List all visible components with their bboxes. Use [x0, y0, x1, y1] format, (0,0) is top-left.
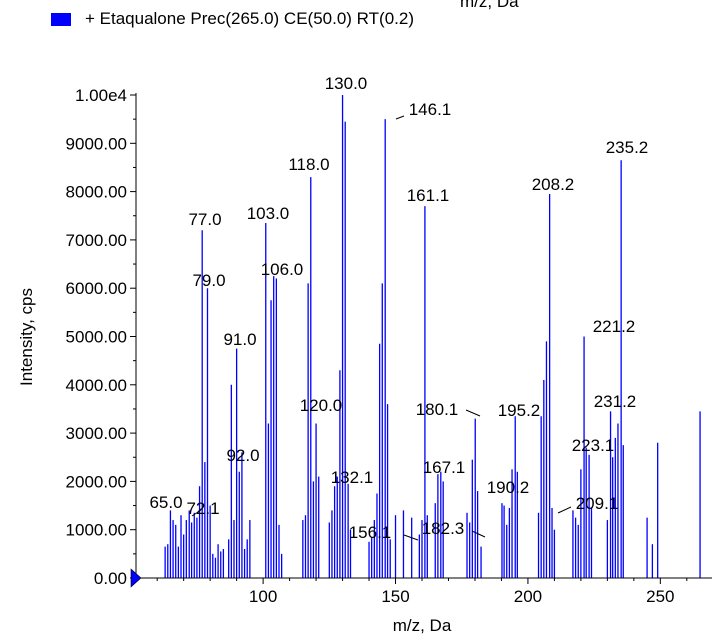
peak-label: 231.2	[594, 392, 637, 411]
peak-label: 167.1	[423, 458, 466, 477]
peak-label: 190.2	[487, 478, 530, 497]
y-tick-label: 8000.00	[66, 183, 127, 202]
header-axis-label: m/z, Da	[460, 0, 519, 11]
peak-label: 208.2	[532, 175, 575, 194]
peak-label: 103.0	[247, 204, 290, 223]
peak-labels-group: 65.0 72.1 77.0 79.0 91.0 92.0 103.0 106.0 118.0 1…	[149, 74, 648, 542]
x-tick-label: 250	[646, 587, 674, 606]
peak-label: 118.0	[288, 155, 329, 174]
y-tick-label: 6000.00	[66, 279, 127, 298]
peak-label: 209.1	[576, 494, 619, 513]
y-tick-label: 9000.00	[66, 134, 127, 153]
y-tick-label: 2000.00	[66, 472, 127, 491]
y-axis-title: Intensity, cps	[17, 288, 36, 386]
y-tick-label: 1000.00	[66, 521, 127, 540]
x-tick-label: 100	[249, 587, 277, 606]
peak-label-leader	[471, 530, 486, 538]
peak-label: 161.1	[407, 186, 450, 205]
peak-label: 130.0	[325, 74, 368, 93]
legend: + Etaqualone Prec(265.0) CE(50.0) RT(0.2…	[51, 8, 414, 30]
peak-label-leader	[465, 409, 481, 417]
peak-label: 77.0	[188, 210, 221, 229]
peak-label: 156.1	[349, 523, 392, 542]
peak-label: 106.0	[261, 260, 304, 279]
peak-label: 195.2	[498, 401, 541, 420]
peak-label-leader	[403, 534, 419, 541]
peak-label: 120.0	[300, 396, 343, 415]
y-tick-label: 1.00e4	[75, 86, 127, 105]
legend-swatch	[51, 12, 71, 26]
x-tick-label: 150	[381, 587, 409, 606]
peak-label: 182.3	[422, 519, 465, 538]
origin-marker-icon	[130, 568, 142, 588]
peak-label: 235.2	[606, 138, 649, 157]
y-tick-label: 4000.00	[66, 376, 127, 395]
peak-label-leader	[557, 506, 572, 514]
peak-label: 65.0	[149, 493, 182, 512]
y-tick-label: 0.00	[94, 569, 127, 588]
y-tick-label: 7000.00	[66, 231, 127, 250]
x-axis-title: m/z, Da	[393, 616, 452, 635]
peak-label: 92.0	[226, 446, 259, 465]
peak-label: 146.1	[409, 100, 452, 119]
peak-label: 132.1	[331, 468, 374, 487]
peak-label: 72.1	[186, 499, 219, 518]
bars-group	[164, 95, 701, 578]
y-tick-label: 3000.00	[66, 424, 127, 443]
peak-label: 223.1	[572, 436, 615, 455]
y-tick-label: 5000.00	[66, 328, 127, 347]
peak-label: 79.0	[192, 271, 225, 290]
peak-label-leader	[395, 115, 405, 120]
peak-label-leader	[191, 509, 202, 517]
axes-group: 0.00 1000.00 2000.00 3000.00 4000.00 5000.00 6…	[66, 86, 712, 606]
peak-label: 221.2	[593, 317, 636, 336]
x-tick-label: 200	[514, 587, 542, 606]
peak-label: 180.1	[416, 400, 459, 419]
peak-label: 91.0	[223, 330, 256, 349]
legend-label: + Etaqualone Prec(265.0) CE(50.0) RT(0.2…	[85, 9, 414, 28]
